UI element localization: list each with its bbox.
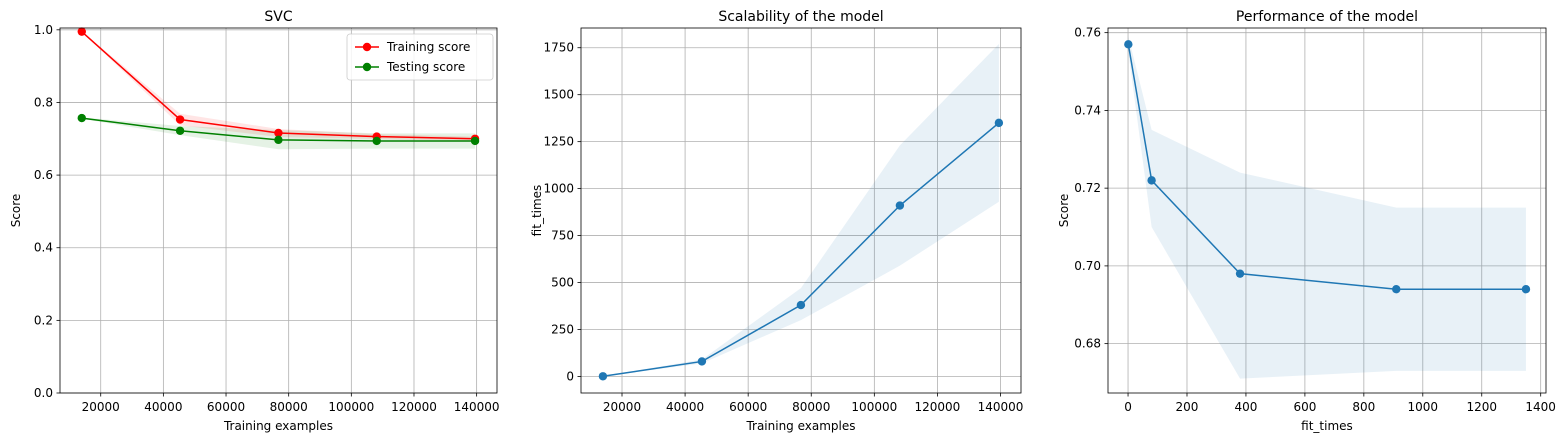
x-tick-label: 40000	[666, 400, 704, 414]
data-point	[175, 115, 185, 124]
x-tick-label: 200	[1176, 400, 1199, 414]
x-tick-label: 140000	[454, 400, 500, 414]
y-tick-label: 0.74	[1074, 103, 1101, 117]
x-tick-label: 100000	[851, 400, 897, 414]
data-point	[994, 118, 1004, 128]
y-tick-label: 500	[551, 276, 574, 290]
x-tick-label: 1000	[1408, 400, 1439, 414]
x-tick-label: 1200	[1466, 400, 1497, 414]
data-point	[372, 136, 381, 146]
x-tick-label: 100000	[328, 400, 374, 414]
y-tick-label: 250	[551, 323, 574, 337]
data-point	[796, 300, 806, 310]
chart-title: Scalability of the model	[718, 9, 883, 25]
chart-panel-2: 20000 40000 60000 80000 100000 120000 140000 0 2…	[530, 9, 1023, 433]
data-point	[1392, 285, 1401, 294]
x-tick-label: 400	[1234, 400, 1257, 414]
y-tick-label: 0	[566, 369, 574, 383]
y-tick-label: 0.0	[34, 386, 53, 400]
legend: Training score Testing score	[346, 33, 494, 81]
y-tick-label: 0.8	[34, 95, 53, 109]
y-tick-label: 0.2	[34, 313, 53, 327]
data-point	[77, 27, 86, 36]
chart-panel-1: 20000 40000 60000 80000 100000 120000 140000 0.…	[9, 9, 500, 433]
data-point	[274, 135, 283, 145]
x-axis-label: Training examples	[223, 419, 333, 433]
y-tick-label: 0.72	[1074, 181, 1101, 195]
data-point	[895, 201, 905, 210]
chart-title: Performance of the model	[1236, 9, 1418, 25]
y-axis-label: Score	[9, 194, 23, 228]
y-tick-label: 1250	[543, 135, 574, 149]
y-tick-label: 0.6	[34, 168, 53, 182]
x-axis-label: Training examples	[745, 419, 855, 433]
x-tick-label: 120000	[391, 400, 437, 414]
confidence-band-1	[1128, 36, 1526, 379]
data-point	[470, 136, 480, 146]
chart-title: SVC	[264, 9, 292, 25]
y-axis-label: Score	[1057, 194, 1071, 228]
data-point	[1124, 40, 1133, 49]
y-tick-label: 0.70	[1074, 259, 1101, 273]
x-tick-label: 60000	[207, 400, 245, 414]
legend-box	[346, 33, 494, 81]
x-tick-label: 120000	[915, 400, 961, 414]
data-point	[1521, 285, 1531, 294]
x-tick-label: 800	[1352, 400, 1375, 414]
legend-marker-2	[362, 62, 372, 72]
data-point	[274, 128, 283, 138]
x-tick-label: 80000	[270, 400, 308, 414]
x-tick-label: 600	[1293, 400, 1316, 414]
x-tick-label: 60000	[729, 400, 767, 414]
y-tick-label: 750	[551, 229, 574, 243]
x-tick-label: 40000	[144, 400, 182, 414]
y-tick-label: 1.0	[34, 23, 53, 37]
y-tick-label: 1500	[543, 88, 574, 102]
legend-marker-1	[362, 42, 372, 52]
x-tick-label: 140000	[978, 400, 1024, 414]
x-tick-label: 1400	[1525, 400, 1556, 414]
y-axis-label: fit_times	[530, 185, 544, 237]
data-point	[175, 126, 185, 135]
x-tick-label: 0	[1124, 400, 1132, 414]
y-tick-label: 1000	[543, 182, 574, 196]
confidence-band-1	[602, 43, 999, 377]
chart-panel-3: 0 200 400 600 800 1000 1200 1400 0.68 0.70 0.72 0.7…	[1057, 9, 1556, 433]
axes-frame	[59, 27, 498, 394]
x-tick-label: 20000	[603, 400, 641, 414]
y-tick-label: 0.76	[1074, 26, 1101, 40]
axes-frame	[1107, 27, 1547, 394]
legend-entry-2: Testing score	[386, 60, 465, 74]
y-tick-label: 1750	[543, 41, 574, 55]
data-point	[598, 372, 608, 381]
legend-entry-1: Training score	[386, 40, 470, 54]
y-tick-label: 0.68	[1074, 337, 1101, 351]
data-point	[1147, 176, 1156, 185]
axes-frame	[580, 27, 1022, 394]
x-axis-label: fit_times	[1301, 419, 1353, 433]
data-point	[1235, 269, 1245, 278]
x-tick-label: 80000	[792, 400, 830, 414]
data-point	[77, 113, 86, 123]
data-point	[697, 357, 707, 366]
y-tick-label: 0.4	[34, 241, 53, 255]
x-tick-label: 20000	[82, 400, 120, 414]
